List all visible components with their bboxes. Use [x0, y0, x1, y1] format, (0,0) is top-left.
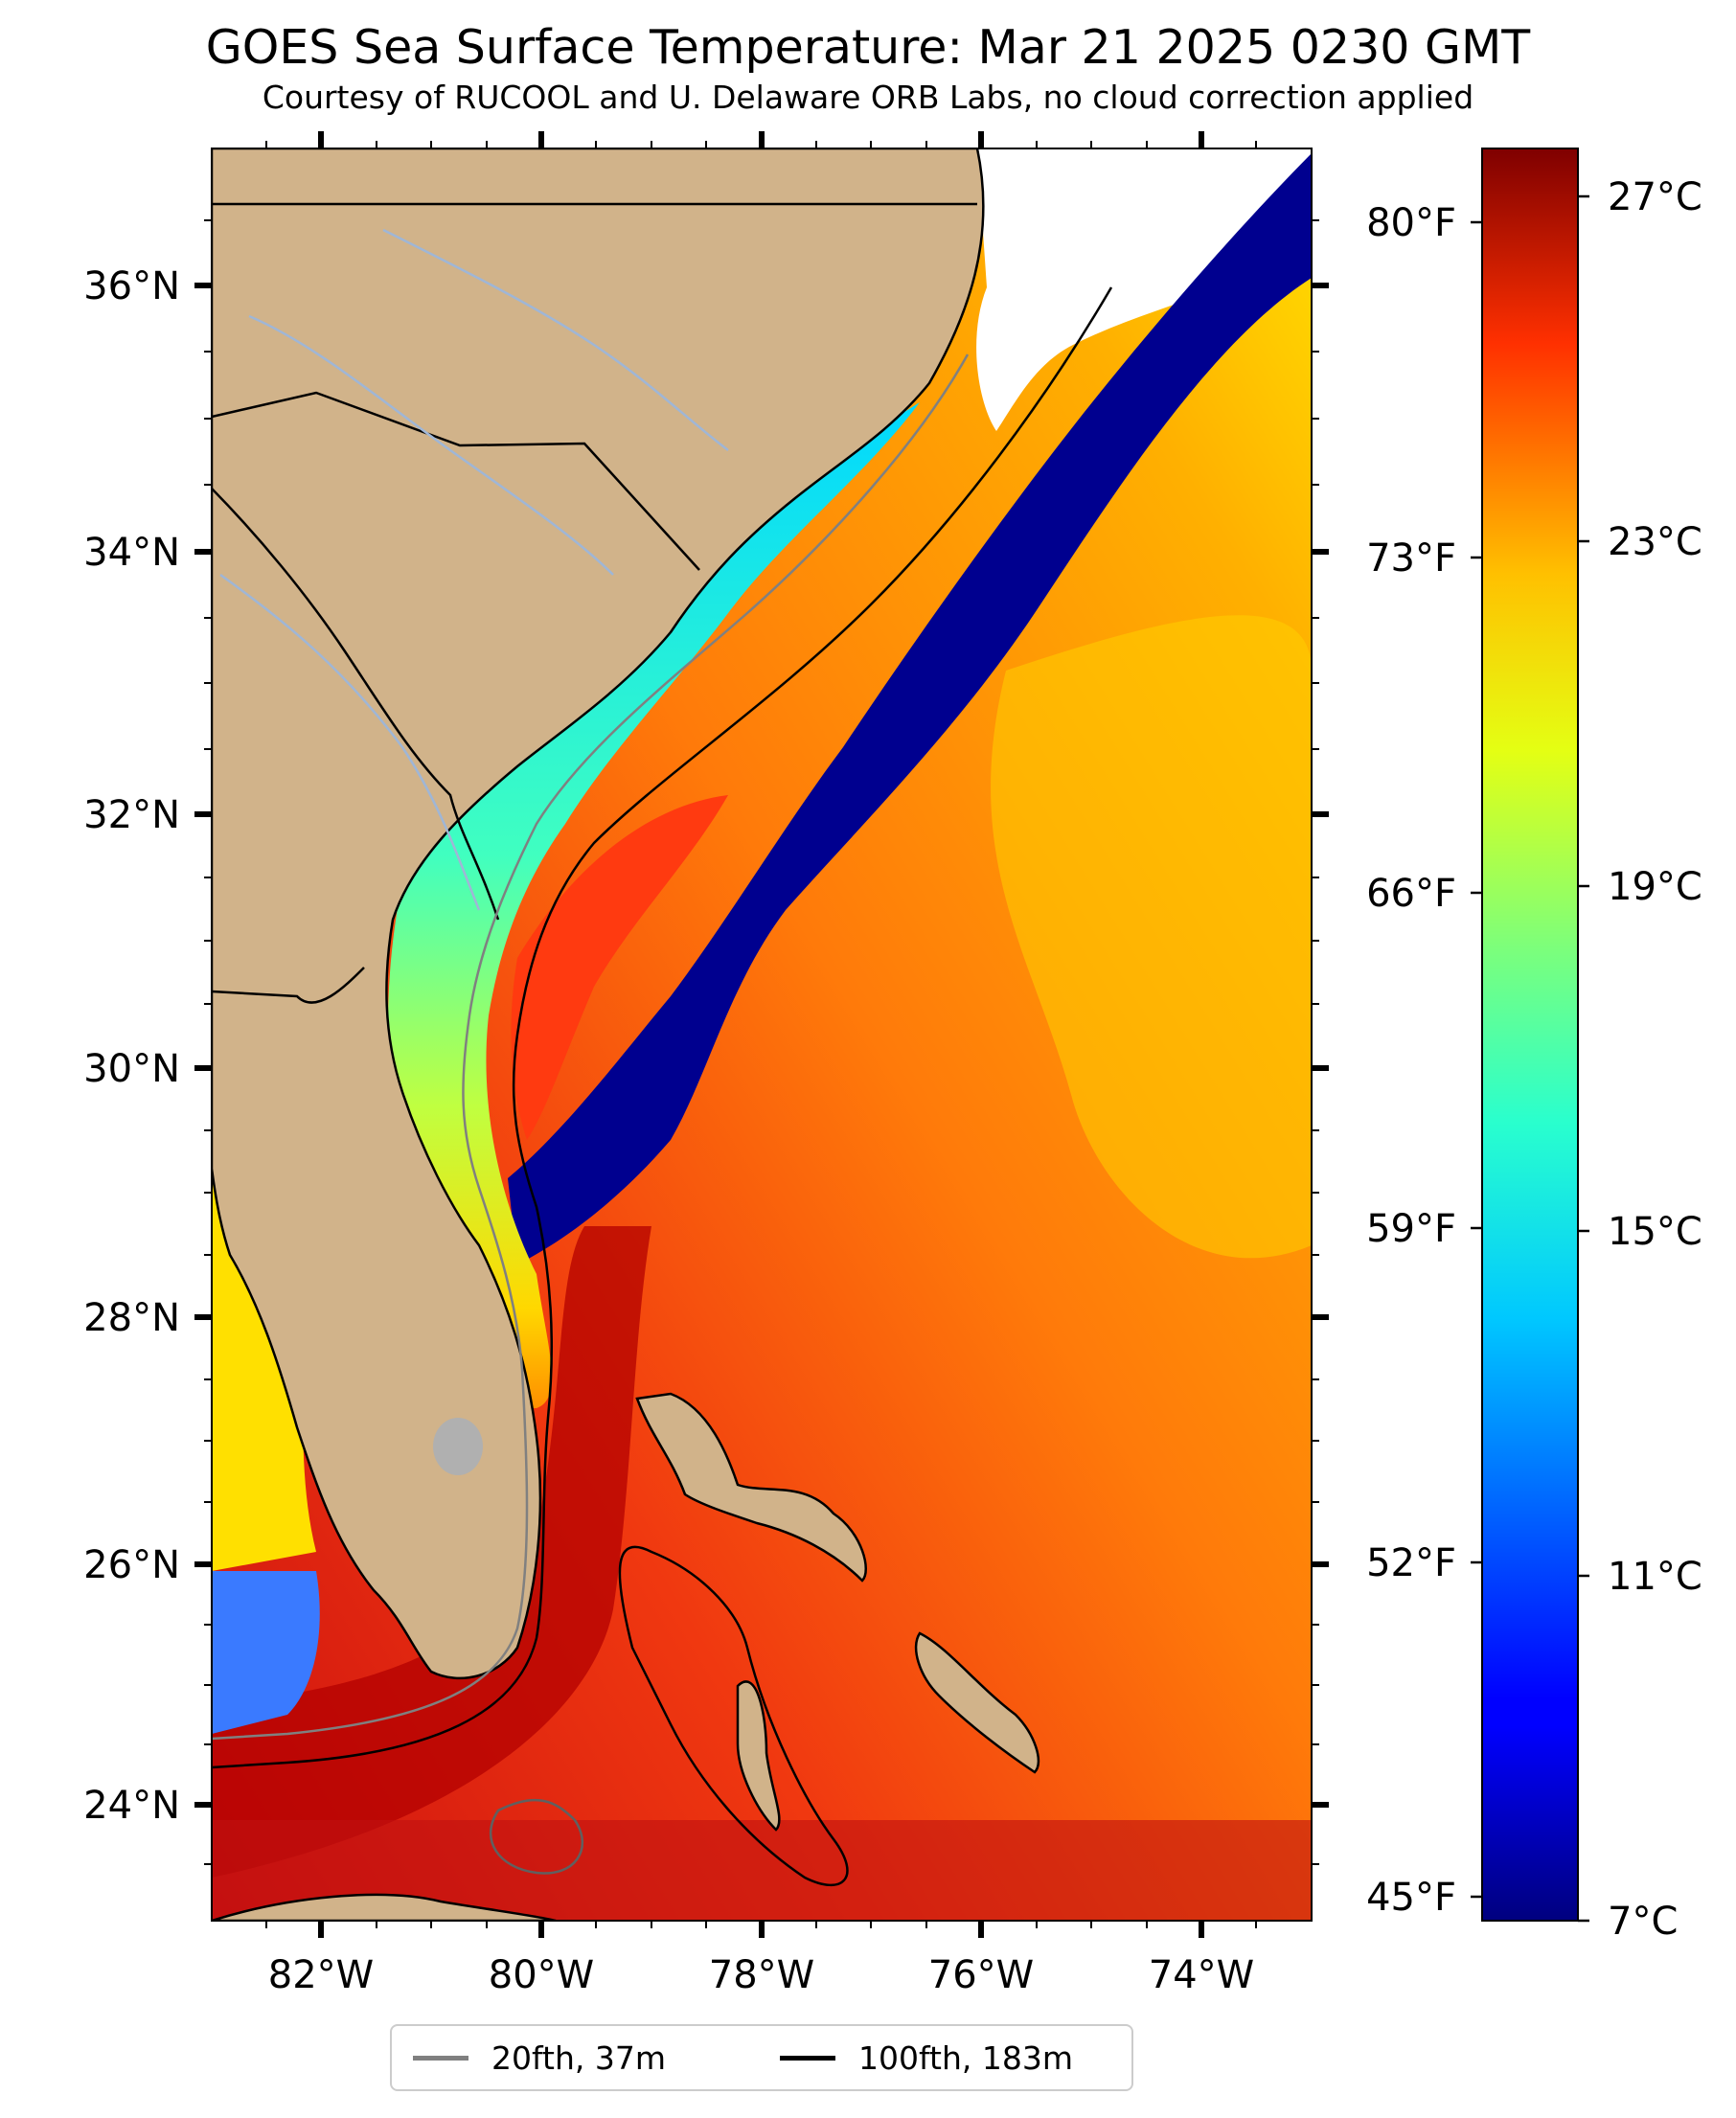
lon-label-78w: 78°W: [709, 1953, 814, 1997]
colorbar-f-ticks: [1471, 220, 1482, 1899]
major-ticks: [194, 131, 1329, 1938]
lon-label-80w: 80°W: [489, 1953, 594, 1997]
legend-swatch-black: [780, 2055, 835, 2061]
isobath-bahama-bank: [618, 1545, 849, 1887]
c-label-23: 23°C: [1608, 520, 1702, 564]
lat-label-28n: 28°N: [83, 1296, 180, 1340]
isobath-cay-sal: [489, 1798, 584, 1875]
minor-ticks: [204, 141, 1319, 1928]
isobath-100fth: [212, 286, 1113, 1769]
lat-label-36n: 36°N: [83, 264, 180, 308]
c-label-19: 19°C: [1608, 865, 1702, 909]
f-label-52: 52°F: [1366, 1541, 1456, 1585]
cloud-mask: [976, 148, 1312, 431]
colorbar-c-ticks: [1578, 194, 1589, 1923]
lake-okeechobee: [433, 1418, 483, 1475]
lat-label-30n: 30°N: [83, 1047, 180, 1091]
lat-label-32n: 32°N: [83, 793, 180, 837]
c-label-11: 11°C: [1608, 1555, 1702, 1599]
river-3: [382, 228, 729, 451]
c-label-7: 7°C: [1608, 1900, 1678, 1944]
f-label-80: 80°F: [1366, 201, 1456, 245]
land-cuba: [212, 1893, 557, 1921]
lat-label-34n: 34°N: [83, 531, 180, 575]
warm-filament: [511, 795, 728, 1140]
lat-label-26n: 26°N: [83, 1543, 180, 1587]
map-title: GOES Sea Surface Temperature: Mar 21 202…: [205, 20, 1531, 75]
isobath-legend: 20fth, 37m 100fth, 183m: [390, 2024, 1133, 2091]
c-label-15: 15°C: [1608, 1210, 1702, 1254]
lon-label-74w: 74°W: [1149, 1953, 1254, 1997]
sst-map: [212, 148, 1312, 1921]
legend-item-20fth: 20fth, 37m: [413, 2026, 666, 2089]
legend-item-100fth: 100fth, 183m: [780, 2026, 1073, 2089]
legend-swatch-grey: [413, 2055, 468, 2061]
cold-water-band: [508, 153, 1312, 1264]
f-label-59: 59°F: [1366, 1207, 1456, 1251]
land-andros: [736, 1680, 781, 1832]
state-boundary-nc-sc: [212, 391, 700, 571]
f-label-45: 45°F: [1366, 1876, 1456, 1920]
isobaths: [212, 286, 1113, 1887]
land-abaco: [635, 1392, 867, 1583]
state-boundary-ga-fl: [212, 967, 365, 1004]
c-label-27: 27°C: [1608, 175, 1702, 219]
colorbar: [1481, 148, 1579, 1922]
lat-label-24n: 24°N: [83, 1784, 180, 1828]
f-label-66: 66°F: [1366, 872, 1456, 916]
legend-label-20fth: 20fth, 37m: [491, 2038, 666, 2077]
land-mainland: [212, 148, 985, 1680]
florida-current: [212, 1226, 651, 1878]
lon-label-82w: 82°W: [268, 1953, 374, 1997]
river-2: [219, 573, 481, 911]
f-label-73: 73°F: [1366, 536, 1456, 581]
land-eleuthera: [914, 1631, 1040, 1774]
lon-label-76w: 76°W: [928, 1953, 1034, 1997]
state-boundary-sc-ga: [212, 488, 500, 921]
legend-label-100fth: 100fth, 183m: [858, 2038, 1073, 2077]
river-1: [248, 314, 614, 576]
gulf-cool-water: [212, 1571, 320, 1734]
map-subtitle: Courtesy of RUCOOL and U. Delaware ORB L…: [262, 79, 1474, 116]
warm-eddy-region: [991, 615, 1312, 1259]
isobath-20fth: [212, 353, 970, 1741]
